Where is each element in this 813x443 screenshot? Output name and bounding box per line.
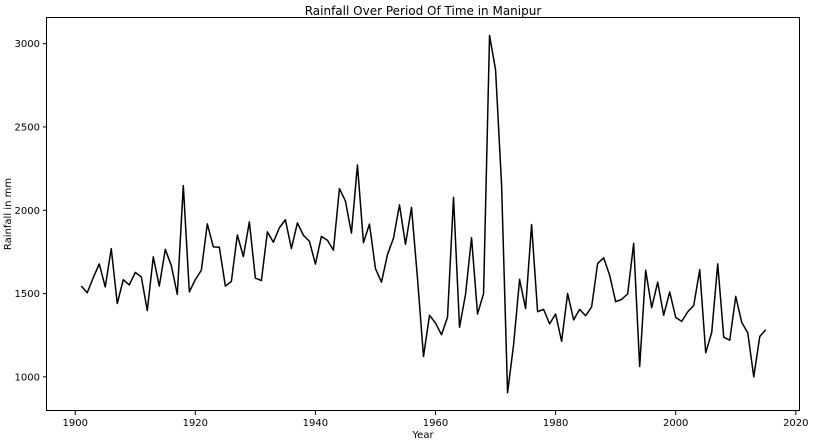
y-tick-label: 2500 [15,122,40,133]
x-tick-label: 1900 [62,418,87,429]
y-axis-label: Rainfall in mm [3,178,14,250]
x-tick-label: 2020 [783,418,808,429]
series-line [80,34,767,394]
y-tick-label: 3000 [15,39,40,50]
x-axis: 1900 1920 1940 1960 1980 2000 2020 [62,411,809,429]
y-axis: 1000 1500 2000 2500 3000 [15,39,47,383]
chart-title: Rainfall Over Period Of Time in Manipur [305,4,542,18]
y-tick-label: 1500 [15,289,40,300]
x-tick-label: 1960 [423,418,448,429]
x-tick-label: 1980 [543,418,568,429]
y-tick-label: 1000 [15,372,40,383]
x-tick-label: 1940 [303,418,328,429]
x-axis-label: Year [411,430,434,441]
x-tick-label: 1920 [183,418,208,429]
x-tick-label: 2000 [663,418,688,429]
y-tick-label: 2000 [15,206,40,217]
